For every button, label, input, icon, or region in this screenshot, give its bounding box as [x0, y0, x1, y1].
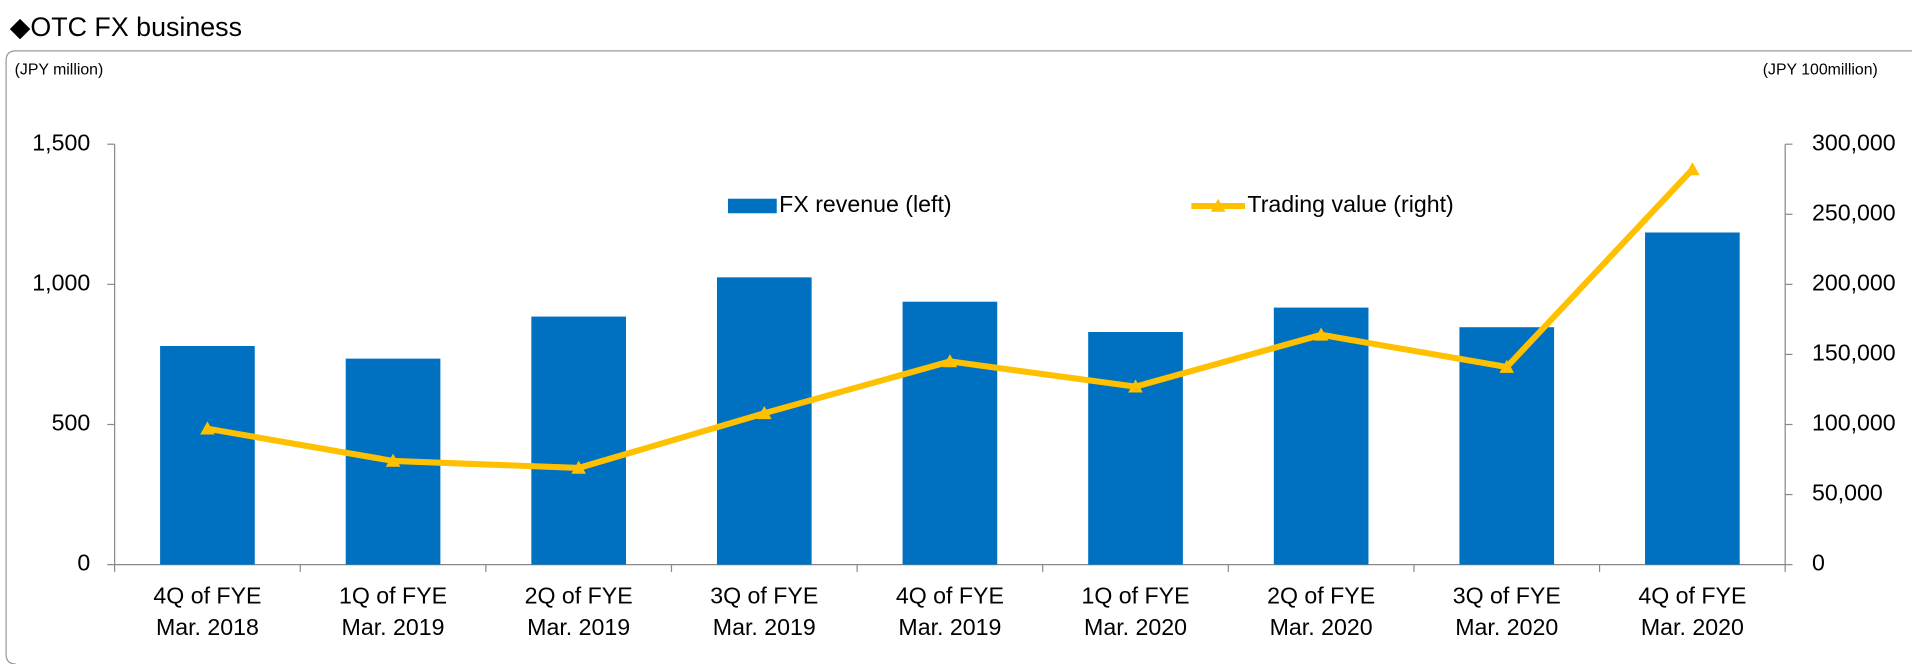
y2-tick-label: 150,000: [1812, 340, 1896, 366]
y2-tick-label: 200,000: [1812, 269, 1896, 295]
line-marker: [1128, 379, 1143, 393]
line-marker: [1313, 327, 1329, 341]
line-marker: [756, 406, 772, 420]
legend-label: FX revenue (left): [779, 191, 951, 217]
bar: [1088, 331, 1183, 565]
y-tick-label: 1,500: [32, 129, 90, 155]
y2-axis-unit: (JPY 100million): [1763, 61, 1878, 78]
y-axis-unit: (JPY million): [15, 61, 104, 78]
x-tick-label: 4Q of FYE: [153, 582, 261, 608]
y2-tick-label: 0: [1812, 550, 1825, 576]
line-marker: [1499, 359, 1515, 373]
legend-label: Trading value (right): [1247, 191, 1453, 217]
x-tick-label: 4Q of FYE: [896, 582, 1004, 608]
bar: [1645, 232, 1740, 565]
x-tick-label: Mar. 2019: [713, 614, 816, 640]
legend-marker: [1210, 198, 1226, 212]
x-tick-label: Mar. 2020: [1084, 614, 1187, 640]
legend-swatch: [727, 198, 777, 214]
bar: [531, 316, 626, 565]
x-tick-label: 1Q of FYE: [1081, 582, 1189, 608]
line-marker: [942, 354, 958, 368]
x-tick-label: Mar. 2020: [1641, 614, 1744, 640]
x-tick-label: 3Q of FYE: [710, 582, 818, 608]
y2-tick-label: 300,000: [1812, 129, 1896, 155]
y2-tick-label: 250,000: [1812, 199, 1896, 225]
bar: [160, 346, 255, 565]
x-tick-label: 2Q of FYE: [525, 582, 633, 608]
x-tick-label: Mar. 2018: [156, 614, 259, 640]
chart-title: ◆OTC FX business: [10, 12, 242, 42]
x-tick-label: Mar. 2020: [1270, 614, 1373, 640]
x-tick-label: 4Q of FYE: [1638, 582, 1746, 608]
x-tick-label: Mar. 2019: [342, 614, 445, 640]
y-tick-label: 500: [52, 410, 91, 436]
line-marker: [200, 421, 215, 435]
y-tick-label: 0: [77, 550, 90, 576]
x-tick-label: Mar. 2020: [1455, 614, 1558, 640]
x-tick-label: 2Q of FYE: [1267, 582, 1375, 608]
x-tick-label: Mar. 2019: [527, 614, 630, 640]
line-marker: [571, 460, 586, 474]
line-marker: [1685, 162, 1700, 176]
bar: [902, 301, 998, 565]
bar: [1273, 307, 1369, 565]
y2-tick-label: 50,000: [1812, 480, 1883, 506]
y2-tick-label: 100,000: [1812, 410, 1896, 436]
x-tick-label: Mar. 2019: [898, 614, 1001, 640]
x-tick-label: 1Q of FYE: [339, 582, 447, 608]
line-marker: [385, 453, 401, 467]
y-tick-label: 1,000: [32, 269, 90, 295]
x-tick-label: 3Q of FYE: [1453, 582, 1561, 608]
